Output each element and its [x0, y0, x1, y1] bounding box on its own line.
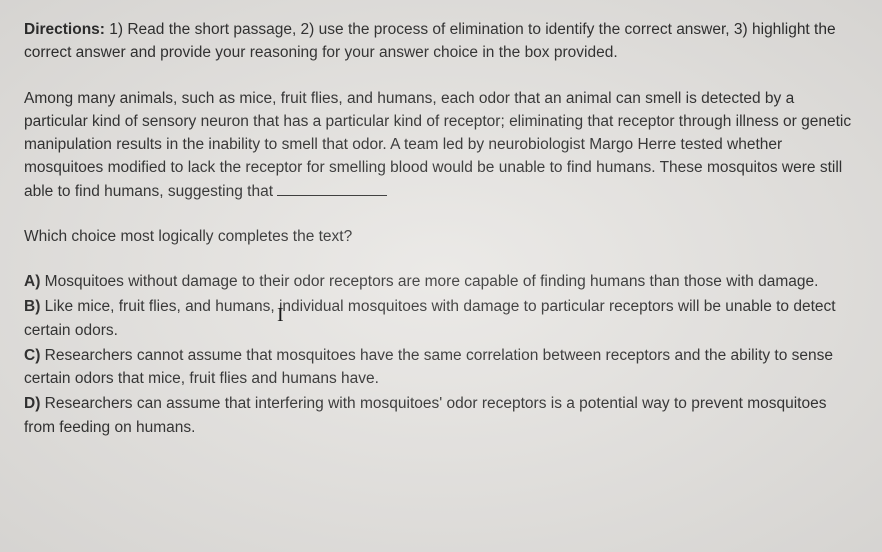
- option-label: D): [24, 395, 40, 412]
- option-label: B): [24, 298, 40, 315]
- option-text: Researchers can assume that interfering …: [24, 395, 826, 435]
- option-text: Researchers cannot assume that mosquitoe…: [24, 347, 833, 387]
- question-text: Which choice most logically completes th…: [24, 228, 352, 245]
- passage-block: Among many animals, such as mice, fruit …: [24, 87, 858, 203]
- fill-in-blank: [277, 180, 387, 196]
- option-text: Like mice, fruit flies, and humans, indi…: [24, 298, 836, 338]
- directions-text: 1) Read the short passage, 2) use the pr…: [24, 21, 836, 61]
- option-b[interactable]: B) Like mice, fruit flies, and humans, i…: [24, 295, 858, 342]
- option-text: Mosquitoes without damage to their odor …: [40, 273, 818, 290]
- directions-block: Directions: 1) Read the short passage, 2…: [24, 18, 858, 65]
- passage-text: Among many animals, such as mice, fruit …: [24, 90, 851, 200]
- directions-label: Directions:: [24, 21, 105, 38]
- question-prompt: Which choice most logically completes th…: [24, 225, 858, 248]
- option-d[interactable]: D) Researchers can assume that interferi…: [24, 392, 858, 439]
- option-c[interactable]: C) Researchers cannot assume that mosqui…: [24, 344, 858, 391]
- option-label: A): [24, 273, 40, 290]
- option-a[interactable]: A) Mosquitoes without damage to their od…: [24, 270, 858, 293]
- answer-options: A) Mosquitoes without damage to their od…: [24, 270, 858, 439]
- option-label: C): [24, 347, 40, 364]
